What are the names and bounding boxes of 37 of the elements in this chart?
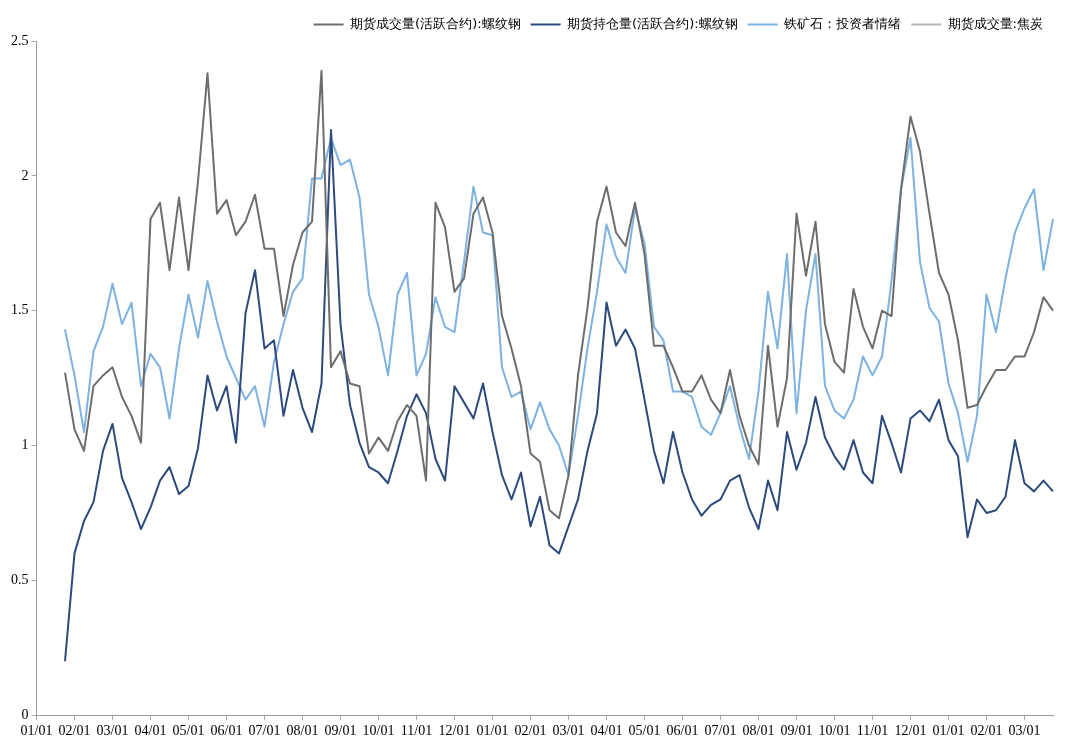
x-tick-label: 06/01	[210, 723, 243, 739]
x-tick-label: 04/01	[134, 723, 167, 739]
x-tick-label: 08/01	[742, 723, 775, 739]
x-tick-label: 05/01	[628, 723, 661, 739]
x-tick-label: 01/01	[476, 723, 509, 739]
x-tick-label: 02/01	[58, 723, 91, 739]
x-tick-label: 03/01	[1008, 723, 1041, 739]
x-tick-label: 08/01	[286, 723, 319, 739]
y-tick-label: 2.5	[11, 32, 29, 48]
legend-label: 期货持仓量(活跃合约):螺纹钢	[567, 15, 738, 31]
legend-label: 期货成交量:焦炭	[947, 15, 1044, 31]
x-tick-label: 07/01	[704, 723, 737, 739]
x-tick-label: 04/01	[590, 723, 623, 739]
x-tick-label: 01/01	[20, 723, 53, 739]
x-tick-label: 11/01	[856, 723, 889, 739]
x-tick-label: 02/01	[970, 723, 1003, 739]
x-tick-label: 01/01	[932, 723, 965, 739]
x-tick-label: 10/01	[818, 723, 851, 739]
x-tick-label: 02/01	[514, 723, 547, 739]
x-tick-label: 06/01	[666, 723, 699, 739]
legend-label: 铁矿石：投资者情绪	[783, 15, 902, 31]
y-tick-label: 1	[21, 437, 29, 453]
x-tick-label: 09/01	[324, 723, 357, 739]
x-tick-label: 03/01	[552, 723, 585, 739]
x-tick-label: 10/01	[362, 723, 395, 739]
legend-label: 期货成交量(活跃合约):螺纹钢	[350, 15, 521, 31]
x-tick-label: 05/01	[172, 723, 205, 739]
x-tick-label: 07/01	[248, 723, 281, 739]
x-tick-label: 11/01	[400, 723, 433, 739]
y-tick-label: 0	[21, 706, 29, 722]
y-tick-label: 2	[21, 167, 29, 183]
x-tick-label: 09/01	[780, 723, 813, 739]
y-tick-label: 0.5	[11, 572, 29, 588]
x-tick-label: 03/01	[96, 723, 129, 739]
x-tick-label: 12/01	[894, 723, 927, 739]
y-tick-label: 1.5	[11, 302, 29, 318]
x-tick-label: 12/01	[438, 723, 471, 739]
